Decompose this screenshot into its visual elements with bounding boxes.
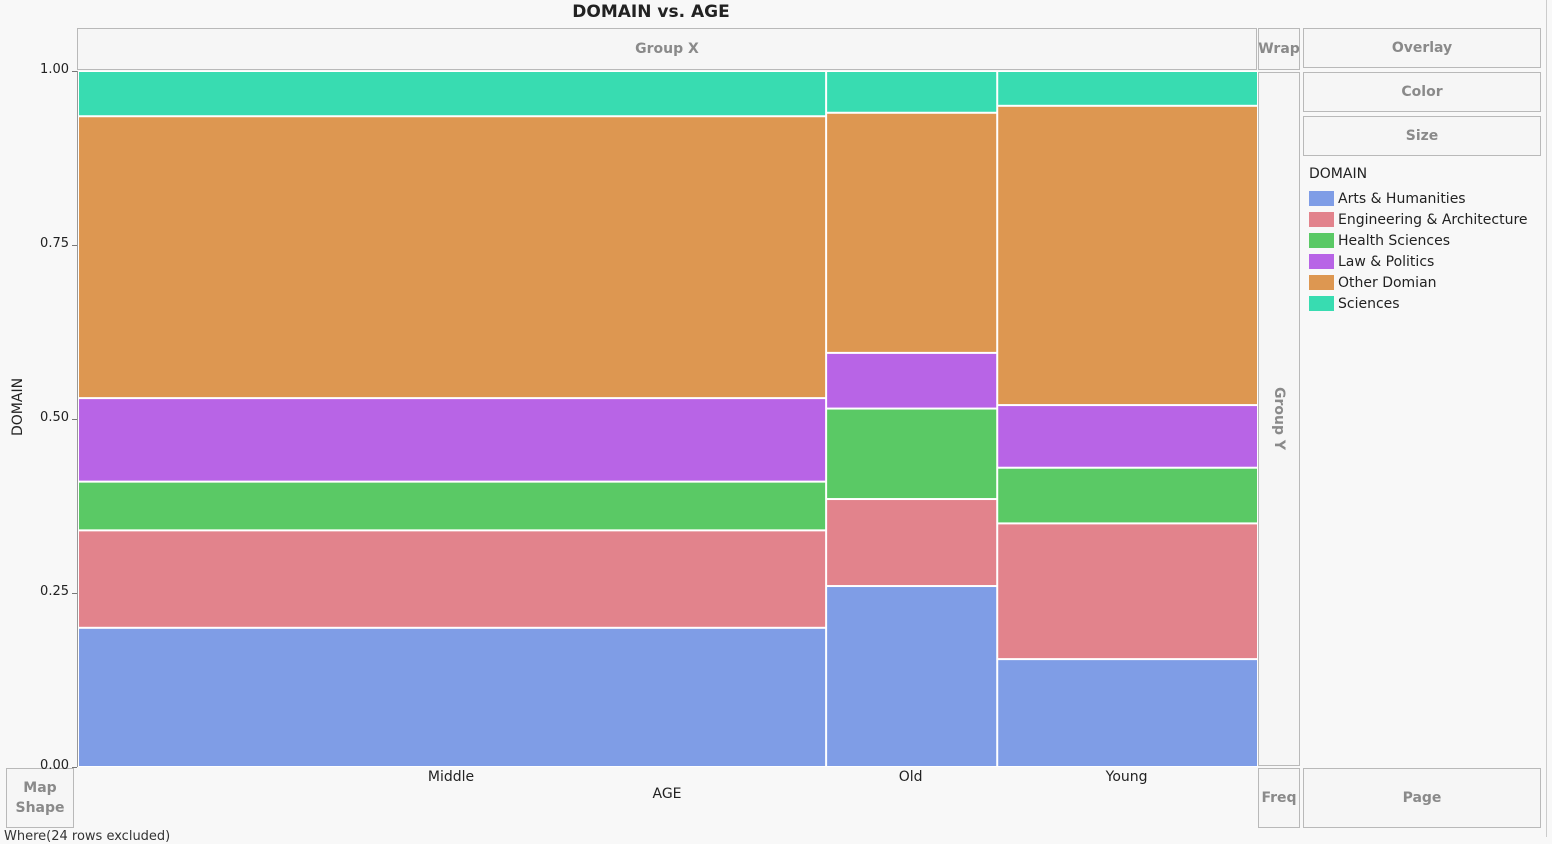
legend-label: Arts & Humanities — [1338, 190, 1466, 207]
mosaic-plot[interactable] — [77, 71, 1258, 767]
map-shape-line1: Map — [23, 780, 57, 796]
mosaic-tile[interactable] — [827, 587, 997, 766]
mosaic-tile[interactable] — [79, 399, 826, 481]
y-tick-label: 0.25 — [40, 584, 69, 599]
y-tick-mark — [72, 767, 77, 768]
x-category-label: Old — [898, 769, 923, 785]
legend-item[interactable]: Law & Politics — [1309, 251, 1528, 272]
wrap-zone[interactable]: Wrap — [1258, 28, 1300, 70]
mosaic-tile[interactable] — [827, 113, 997, 352]
map-shape-line2: Shape — [15, 800, 65, 816]
color-zone[interactable]: Color — [1303, 72, 1541, 112]
y-tick-label: 0.50 — [40, 410, 69, 425]
freq-zone[interactable]: Freq — [1258, 768, 1300, 828]
group-x-zone[interactable]: Group X — [77, 28, 1257, 70]
mosaic-tile[interactable] — [827, 409, 997, 499]
mosaic-tile[interactable] — [79, 482, 826, 530]
x-category-label: Middle — [427, 769, 475, 785]
mosaic-tile[interactable] — [79, 72, 826, 116]
overlay-zone[interactable]: Overlay — [1303, 28, 1541, 68]
legend-label: Health Sciences — [1338, 232, 1450, 249]
mosaic-tile[interactable] — [998, 106, 1257, 405]
legend-swatch — [1309, 296, 1334, 311]
legend-item[interactable]: Sciences — [1309, 293, 1528, 314]
panel-divider — [1546, 0, 1547, 837]
mosaic-tile[interactable] — [827, 500, 997, 586]
group-y-zone[interactable]: Group Y — [1258, 72, 1300, 766]
mosaic-tile[interactable] — [827, 353, 997, 408]
x-category-label: Young — [1105, 769, 1148, 785]
y-tick-label: 1.00 — [40, 62, 69, 77]
legend-label: Law & Politics — [1338, 253, 1435, 270]
y-tick-mark — [72, 245, 77, 246]
legend-swatch — [1309, 275, 1334, 290]
mosaic-tile[interactable] — [79, 628, 826, 766]
mosaic-tile[interactable] — [79, 117, 826, 398]
y-tick-mark — [72, 71, 77, 72]
page-zone[interactable]: Page — [1303, 768, 1541, 828]
y-axis-label: DOMAIN — [10, 377, 26, 436]
mosaic-tile[interactable] — [998, 468, 1257, 523]
legend-swatch — [1309, 212, 1334, 227]
legend-item[interactable]: Other Domian — [1309, 272, 1528, 293]
legend-item[interactable]: Arts & Humanities — [1309, 188, 1528, 209]
legend: DOMAIN Arts & Humanities Engineering & Ar… — [1309, 166, 1528, 314]
y-tick-label: 0.00 — [40, 758, 69, 773]
legend-item[interactable]: Health Sciences — [1309, 230, 1528, 251]
mosaic-tile[interactable] — [79, 531, 826, 627]
mosaic-tile[interactable] — [998, 406, 1257, 467]
legend-item[interactable]: Engineering & Architecture — [1309, 209, 1528, 230]
mosaic-tile[interactable] — [998, 72, 1257, 105]
y-tick-mark — [72, 593, 77, 594]
x-axis-label: AGE — [652, 786, 682, 802]
legend-title: DOMAIN — [1309, 166, 1368, 182]
legend-swatch — [1309, 233, 1334, 248]
mosaic-tile[interactable] — [998, 524, 1257, 659]
y-tick-label: 0.75 — [40, 236, 69, 251]
chart-title: DOMAIN vs. AGE — [572, 2, 730, 22]
legend-swatch — [1309, 254, 1334, 269]
legend-swatch — [1309, 191, 1334, 206]
mosaic-tile[interactable] — [998, 660, 1257, 766]
legend-label: Sciences — [1338, 295, 1400, 312]
legend-label: Other Domian — [1338, 274, 1437, 291]
y-tick-mark — [72, 419, 77, 420]
legend-label: Engineering & Architecture — [1338, 211, 1528, 228]
size-zone[interactable]: Size — [1303, 116, 1541, 156]
map-shape-zone[interactable]: Map Shape — [6, 768, 74, 828]
mosaic-tile[interactable] — [827, 72, 997, 112]
